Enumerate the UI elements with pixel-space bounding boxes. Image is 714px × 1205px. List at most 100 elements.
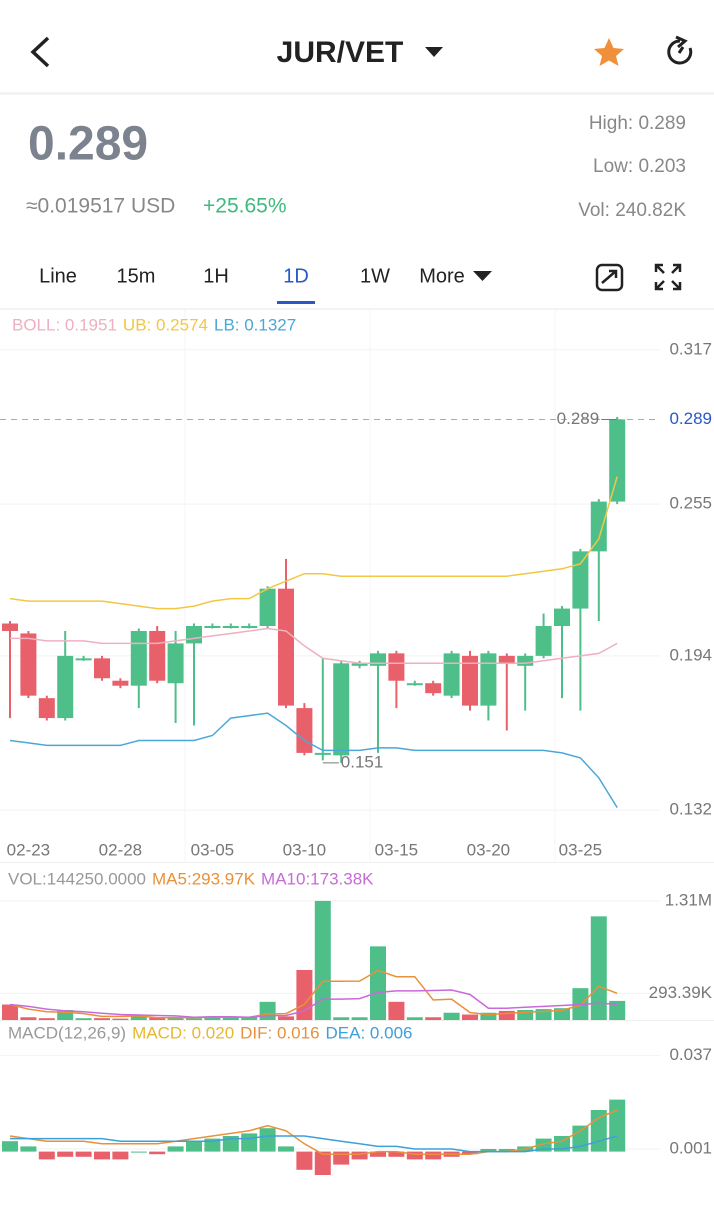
divider <box>0 1020 714 1021</box>
legend-item: DEA: 0.006 <box>326 1023 413 1042</box>
macd-bar <box>388 1151 405 1157</box>
compare-button[interactable] <box>595 263 624 292</box>
volume-bar <box>57 1010 74 1020</box>
macd-bar <box>259 1128 276 1152</box>
legend-item: MACD: 0.020 <box>132 1023 234 1042</box>
macd-bar <box>130 1151 147 1153</box>
candle-body <box>20 633 37 696</box>
candle-body <box>517 655 534 666</box>
volume-bar <box>370 946 386 1020</box>
volume-bar <box>149 1017 166 1020</box>
volume-bar <box>2 1004 18 1020</box>
candle-body <box>296 708 313 753</box>
candle-body <box>314 752 331 755</box>
macd-bar <box>425 1151 442 1160</box>
volume-bar <box>517 1010 534 1020</box>
volume-bar <box>222 1016 239 1020</box>
volume-bar <box>535 1009 552 1020</box>
y-tick-label: 293.39K <box>649 983 713 1002</box>
top-bar <box>0 0 714 92</box>
candle-body <box>388 653 405 681</box>
candle-body <box>406 683 423 686</box>
volume-bar <box>112 1018 129 1020</box>
candle-body <box>241 625 258 628</box>
y-tick-label: 0.255 <box>669 494 712 513</box>
volume-bar <box>480 1012 497 1020</box>
annotation-label: 0.151 <box>341 752 384 771</box>
x-tick-label: 03-20 <box>467 840 510 859</box>
candle-body <box>443 653 460 696</box>
y-tick-label: 1.31M <box>665 890 712 909</box>
macd-bar <box>241 1133 258 1152</box>
candle-body <box>572 551 589 609</box>
volume-bar <box>167 1017 184 1020</box>
macd-bar <box>20 1146 37 1152</box>
candle-body <box>333 663 350 756</box>
interval-tab[interactable]: Line <box>39 265 77 287</box>
refresh-button[interactable] <box>667 35 693 65</box>
legend-item: UB: 0.2574 <box>123 315 208 334</box>
candle-body <box>222 625 239 628</box>
fullscreen-button[interactable] <box>654 263 682 291</box>
interval-tab[interactable]: 1W <box>360 265 390 287</box>
volume-bar <box>75 1018 92 1020</box>
favorite-star[interactable] <box>594 38 624 66</box>
interval-tab[interactable]: 1H <box>203 265 229 287</box>
volume-bar <box>498 1010 515 1020</box>
high-price: High: 0.289 <box>589 113 686 134</box>
macd-bar <box>278 1146 294 1152</box>
annotation-label: 0.289 <box>557 409 600 428</box>
volume-bar <box>20 1017 37 1020</box>
legend-item: VOL:144250.0000 <box>8 869 146 888</box>
tab-underline <box>277 301 315 304</box>
indicator-line <box>9 1109 618 1155</box>
volume-bar <box>38 1018 55 1020</box>
macd-bar <box>112 1151 129 1160</box>
volume-bar <box>388 1001 405 1020</box>
candle-body <box>278 588 294 706</box>
macd-bar <box>498 1149 515 1152</box>
volume-bar <box>186 1018 202 1020</box>
y-tick-label: 0.037 <box>669 1045 712 1064</box>
interval-tab[interactable]: 1D <box>283 265 309 287</box>
macd-bar <box>57 1151 74 1157</box>
usd-price: ≈0.019517 USD <box>26 195 175 218</box>
x-tick-label: 02-23 <box>7 840 50 859</box>
volume-bar <box>241 1017 258 1020</box>
macd-bar <box>94 1151 110 1160</box>
legend-item: LB: 0.1327 <box>214 315 296 334</box>
candle-body <box>57 655 74 719</box>
candle-body <box>204 625 221 628</box>
volume-bar <box>94 1018 110 1020</box>
candle-body <box>149 630 166 681</box>
macd-bar <box>167 1146 184 1152</box>
last-price-tag: 0.289 <box>669 409 712 428</box>
interval-tab[interactable]: More <box>419 265 465 287</box>
candle-body <box>480 653 497 706</box>
macd-bar <box>38 1151 55 1160</box>
candle-body <box>554 608 570 626</box>
volume-bar <box>590 916 607 1020</box>
candle-body <box>498 655 515 664</box>
legend-item: MA10:173.38K <box>261 869 374 888</box>
pair-dropdown[interactable] <box>425 47 443 57</box>
candle-body <box>75 658 92 661</box>
volume-bar <box>406 1017 423 1020</box>
legend-item: MACD(12,26,9) <box>8 1023 126 1042</box>
macd-bar <box>609 1099 626 1152</box>
volume-bar <box>609 1000 626 1020</box>
more-dropdown[interactable] <box>473 271 492 281</box>
macd-bar <box>462 1151 478 1155</box>
price-change: +25.65% <box>203 195 287 218</box>
interval-tab[interactable]: 15m <box>117 265 156 287</box>
legend-item: BOLL: 0.1951 <box>12 315 117 334</box>
divider <box>0 862 714 863</box>
volume-bar <box>314 900 331 1020</box>
pair-title[interactable]: JUR/VET <box>277 36 404 69</box>
candle-body <box>167 643 184 684</box>
x-tick-label: 03-05 <box>191 840 234 859</box>
macd-bar <box>2 1141 18 1152</box>
x-tick-label: 03-10 <box>283 840 326 859</box>
back-button[interactable] <box>30 36 50 68</box>
legend-item: MA5:293.97K <box>152 869 256 888</box>
